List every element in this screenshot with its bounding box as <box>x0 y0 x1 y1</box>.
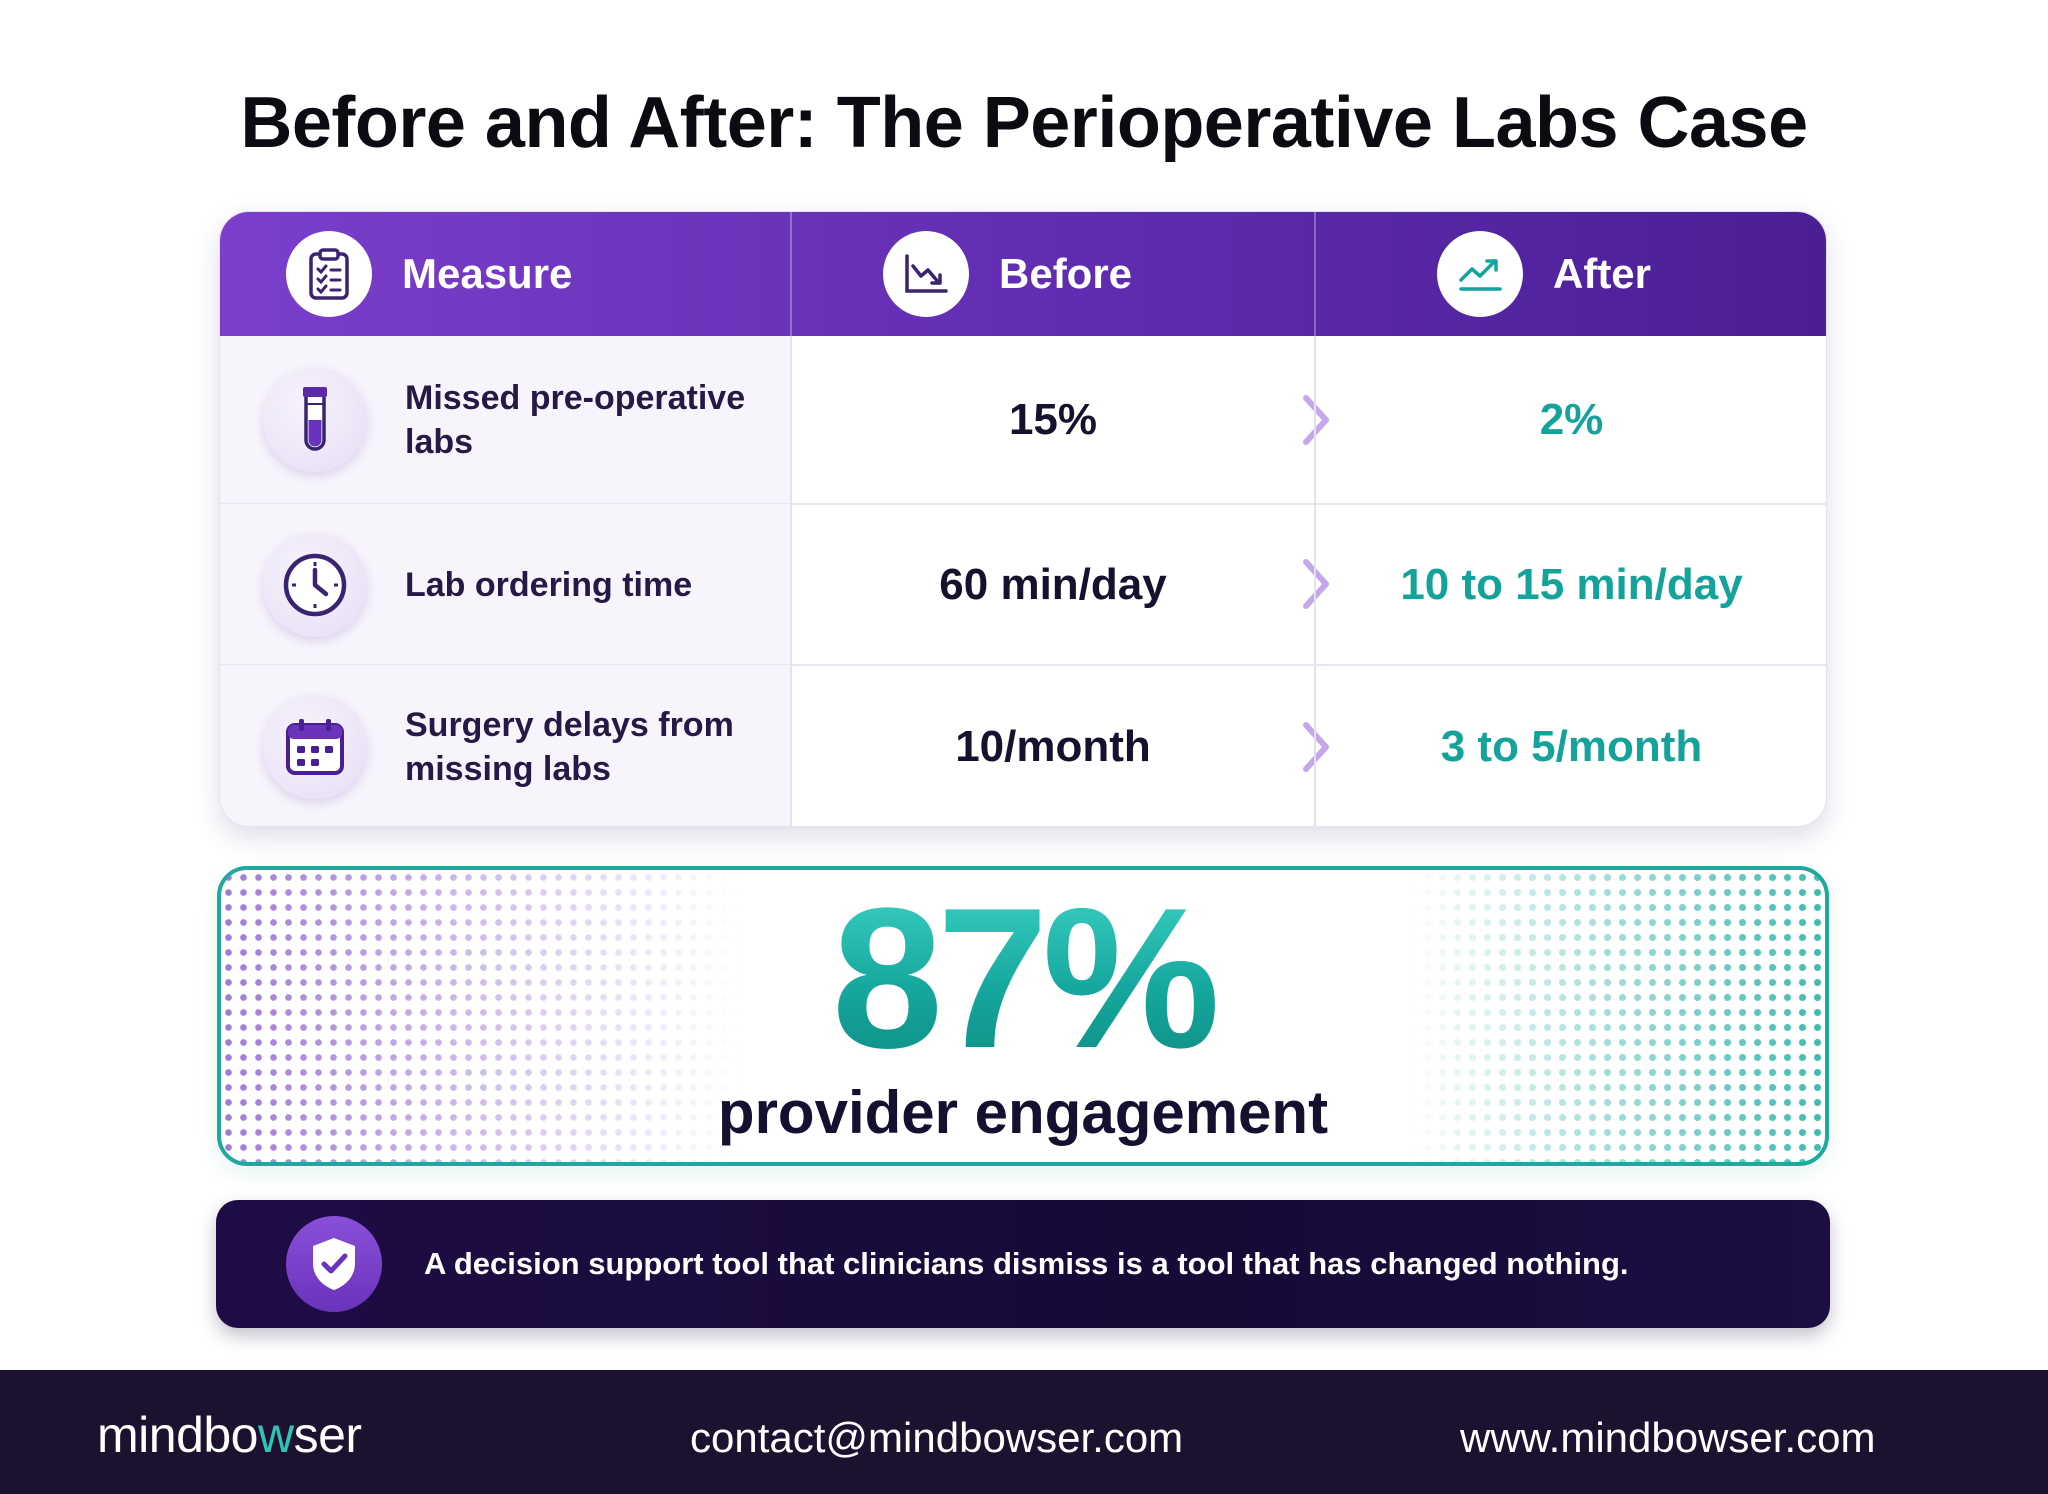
chevron-right-icon <box>1303 722 1329 772</box>
after-value: 10 to 15 min/day <box>1400 559 1743 609</box>
table-row: Surgery delays from missing labs 10/mont… <box>220 665 1826 826</box>
chevron-right-icon <box>1303 395 1329 445</box>
quote-banner: A decision support tool that clinicians … <box>216 1200 1830 1328</box>
row-divider <box>220 503 1826 505</box>
footer: mindbowser contact@mindbowser.com www.mi… <box>0 1370 2048 1494</box>
brand-logo: mindbowser <box>97 1407 362 1463</box>
header-divider <box>790 212 792 336</box>
header-before-label: Before <box>999 250 1133 297</box>
comparison-table: Measure Before After <box>219 211 1827 827</box>
table-header: Measure Before After <box>220 212 1826 336</box>
test-tube-icon <box>263 368 367 472</box>
website-link[interactable]: www.mindbowser.com <box>1460 1414 1876 1461</box>
measure-label: Lab ordering time <box>405 565 693 604</box>
table-row: Lab ordering time 60 min/day 10 to 15 mi… <box>220 504 1826 665</box>
calendar-icon <box>263 694 367 799</box>
header-after: After <box>1437 212 1651 336</box>
before-value: 10/month <box>955 721 1151 771</box>
row-divider <box>220 664 1826 666</box>
measure-cell: Missed pre-operative labs <box>220 336 791 504</box>
table-row: Missed pre-operative labs 15% 2% <box>220 336 1826 504</box>
measure-cell: Lab ordering time <box>220 504 791 665</box>
quote-text: A decision support tool that clinicians … <box>424 1246 1629 1281</box>
header-divider <box>1314 212 1316 336</box>
decorative-dots <box>221 870 741 1162</box>
before-value: 60 min/day <box>939 559 1167 609</box>
stat-value: 87% <box>221 874 1825 1084</box>
header-before: Before <box>883 212 1132 336</box>
after-value: 2% <box>1539 395 1604 444</box>
chart-up-icon <box>1437 231 1523 317</box>
page-title: Before and After: The Perioperative Labs… <box>240 83 1808 163</box>
clock-icon <box>263 532 367 637</box>
chevron-right-icon <box>1303 559 1329 609</box>
engagement-stat-card: 87% provider engagement <box>217 866 1829 1166</box>
measure-cell: Surgery delays from missing labs <box>220 665 791 826</box>
header-after-label: After <box>1553 250 1652 297</box>
column-divider <box>1314 336 1316 826</box>
clipboard-icon <box>286 231 372 317</box>
contact-email[interactable]: contact@mindbowser.com <box>690 1414 1184 1461</box>
before-value: 15% <box>1008 395 1098 444</box>
header-measure: Measure <box>286 212 572 336</box>
header-measure-label: Measure <box>402 250 573 297</box>
chart-down-icon <box>883 231 969 317</box>
stat-caption: provider engagement <box>717 1079 1329 1146</box>
column-divider <box>790 336 792 826</box>
shield-check-icon <box>286 1216 382 1312</box>
measure-label: Missed pre-operative labs <box>405 379 746 461</box>
measure-label: Surgery delays from missing labs <box>405 705 734 788</box>
decorative-dots <box>1405 870 1825 1162</box>
after-value: 3 to 5/month <box>1440 721 1703 771</box>
